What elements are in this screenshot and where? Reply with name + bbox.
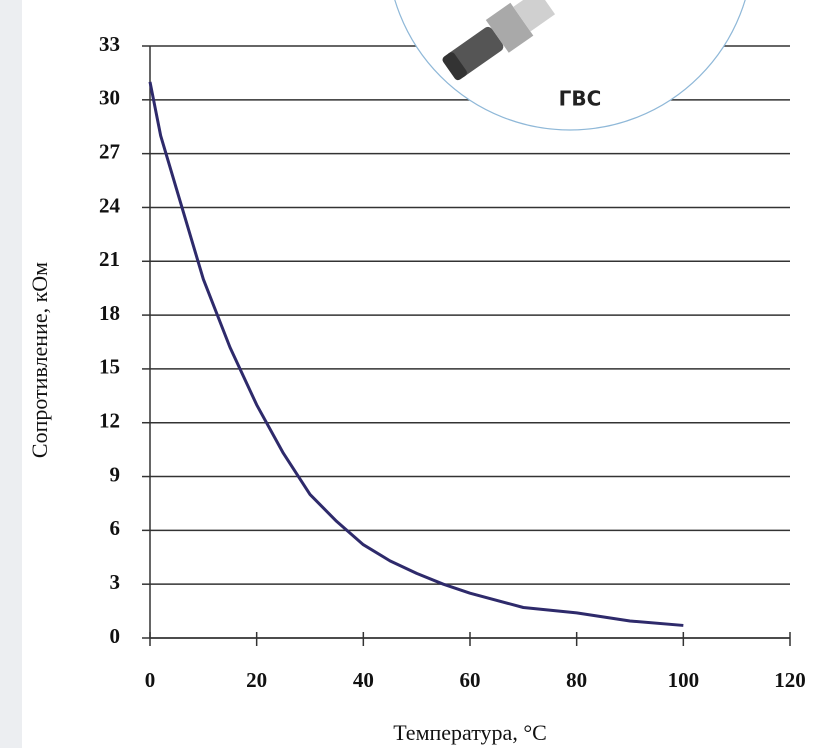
sensor-nut <box>485 2 534 53</box>
x-tick-label: 40 <box>353 668 374 692</box>
x-tick-label: 100 <box>668 668 700 692</box>
y-tick-label: 21 <box>99 247 120 271</box>
inset: ГВС <box>394 0 746 131</box>
inset-label: ГВС <box>559 87 602 111</box>
y-tick-label: 33 <box>99 32 120 56</box>
y-tick-label: 15 <box>99 355 120 379</box>
y-tick-label: 9 <box>110 462 121 486</box>
x-tick-label: 120 <box>774 668 806 692</box>
y-tick-label: 6 <box>110 516 121 540</box>
x-tick-label: 60 <box>460 668 481 692</box>
plot: 0 3 6 9 12 15 18 21 24 27 30 33 0 20 40 60 80 100 120 <box>99 32 806 692</box>
x-axis-label: Температура, °C <box>393 720 547 745</box>
y-tick-label: 3 <box>110 570 121 594</box>
x-tick-label: 0 <box>145 668 156 692</box>
data-line <box>148 81 684 627</box>
y-tick-label: 0 <box>110 624 121 648</box>
y-tick-label: 18 <box>99 301 120 325</box>
sensor-image <box>442 0 556 81</box>
y-tick-label: 12 <box>99 409 120 433</box>
x-tick-label: 80 <box>566 668 587 692</box>
y-tick-label: 24 <box>99 193 121 217</box>
y-tick-label: 27 <box>99 139 120 163</box>
sensor-tip <box>442 52 467 81</box>
y-tick-label: 30 <box>99 86 120 110</box>
sensor-thread <box>513 0 556 32</box>
x-tick-label: 20 <box>246 668 267 692</box>
y-axis-label: Сопротивление, кОм <box>27 262 52 458</box>
chart-background <box>22 0 827 748</box>
